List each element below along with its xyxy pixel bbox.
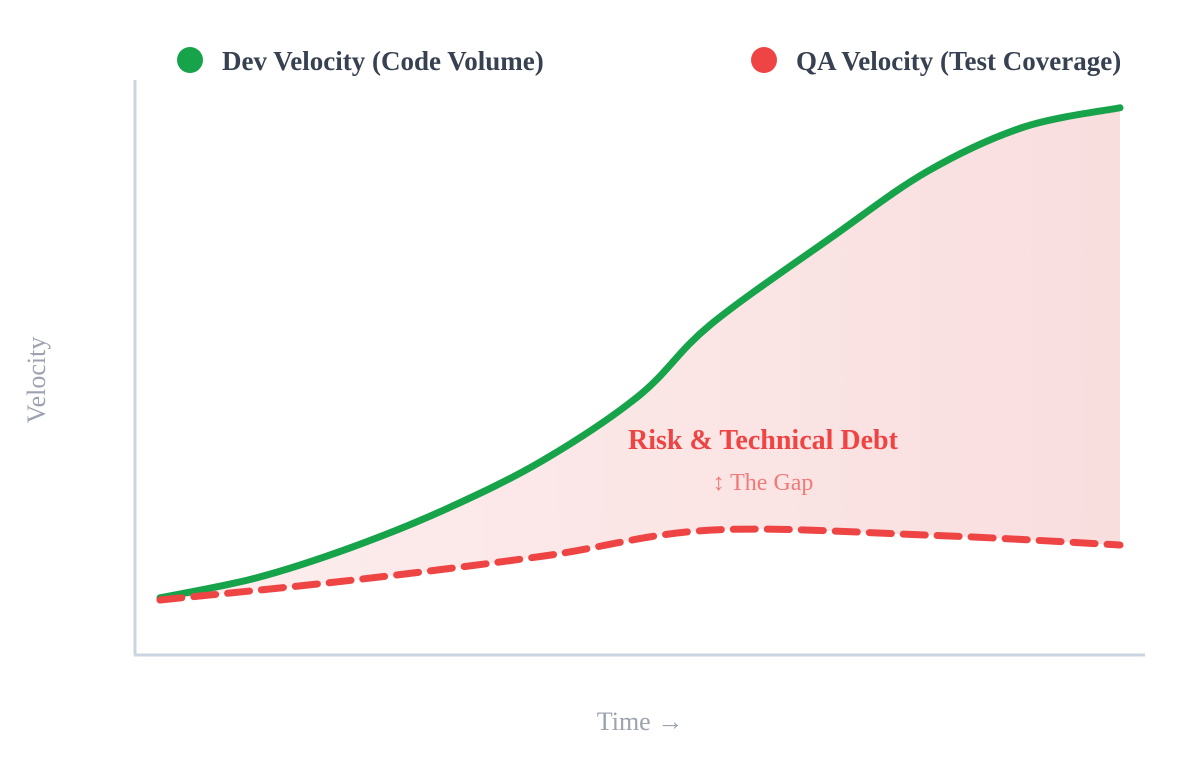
- legend-qa-label: QA Velocity (Test Coverage): [796, 46, 1121, 76]
- gap-fill-area: [160, 107, 1120, 600]
- qa-velocity-line: [156, 525, 1124, 604]
- annotation-risk: Risk & Technical Debt: [628, 425, 899, 456]
- dev-velocity-line: [156, 104, 1124, 602]
- y-axis-label: Velocity: [22, 337, 51, 424]
- x-axis-label: Time →: [597, 707, 683, 736]
- annotation-gap: ↕ The Gap: [713, 470, 814, 496]
- legend-dev-marker: [177, 47, 203, 73]
- legend-qa-marker: [751, 47, 777, 73]
- legend-dev-label: Dev Velocity (Code Volume): [222, 46, 544, 76]
